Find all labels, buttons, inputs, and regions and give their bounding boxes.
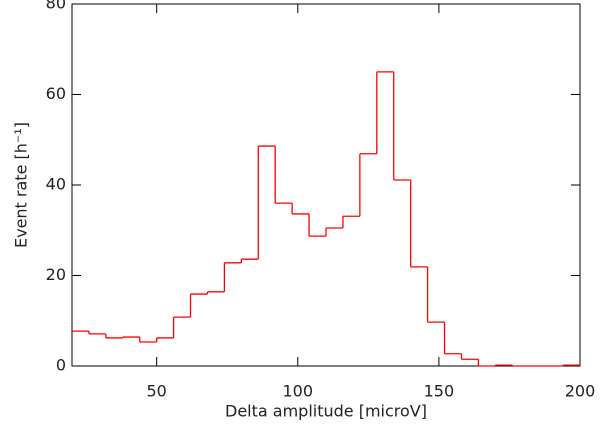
- plot-frame: [71, 3, 581, 367]
- x-tick-label: 100: [283, 382, 314, 401]
- y-tick-label: 0: [56, 356, 66, 375]
- y-tick-label: 20: [46, 265, 66, 284]
- x-tick-label: 50: [146, 382, 166, 401]
- x-axis-label: Delta amplitude [microV]: [225, 402, 427, 421]
- x-tick-label: 150: [424, 382, 455, 401]
- x-tick-label: 200: [565, 382, 596, 401]
- y-tick-label: 60: [46, 84, 66, 103]
- y-tick-label: 80: [46, 0, 66, 13]
- y-tick-label: 40: [46, 175, 66, 194]
- y-axis-label: Event rate [h⁻¹]: [12, 122, 31, 248]
